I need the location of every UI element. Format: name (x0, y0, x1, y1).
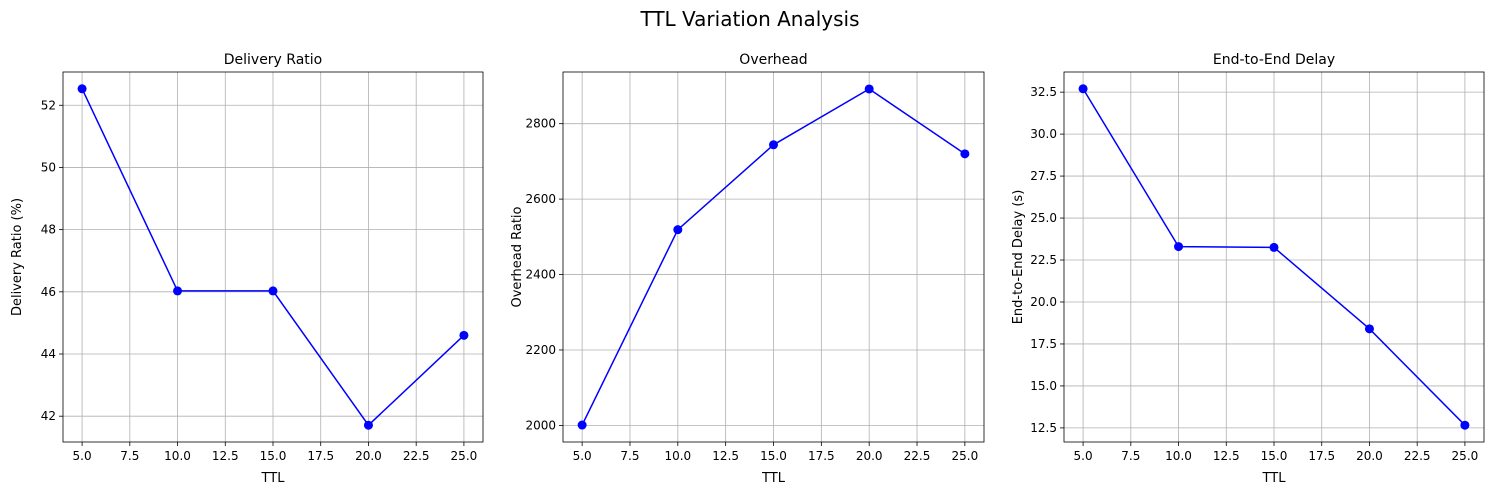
x-tick-label: 7.5 (620, 449, 639, 463)
data-point (577, 420, 587, 430)
x-axis-label: TTL (261, 471, 286, 486)
y-tick-label: 17.5 (1030, 337, 1057, 351)
data-point (1174, 242, 1184, 252)
y-tick-label: 25.0 (1030, 211, 1057, 225)
y-tick-label: 52 (41, 98, 56, 112)
figure-title: TTL Variation Analysis (639, 7, 859, 31)
chart-overhead: 5.0 7.5 10.0 12.5 15.0 17.5 20.0 22.5 25.0 2000 22… (510, 52, 985, 486)
y-tick-label: 44 (41, 347, 56, 361)
y-tick-label: 22.5 (1030, 253, 1057, 267)
y-tick-label: 12.5 (1030, 421, 1057, 435)
x-tick-label: 12.5 (712, 449, 739, 463)
y-tick-label: 2600 (525, 192, 556, 206)
x-axis-label: TTL (761, 471, 786, 486)
x-tick-label: 22.5 (904, 449, 931, 463)
data-point (459, 330, 469, 340)
data-point (673, 225, 683, 235)
y-axis-label: Overhead Ratio (510, 206, 525, 307)
x-tick-label: 15.0 (760, 449, 787, 463)
x-tick-label: 17.5 (1308, 449, 1335, 463)
x-tick-label: 25.0 (1452, 449, 1479, 463)
x-tick-label: 25.0 (451, 449, 478, 463)
x-tick-label: 5.0 (573, 449, 592, 463)
x-tick-label: 15.0 (260, 449, 287, 463)
data-point (1269, 242, 1279, 252)
chart-title: End-to-End Delay (1213, 52, 1335, 68)
y-tick-label: 27.5 (1030, 169, 1057, 183)
x-tick-label: 17.5 (307, 449, 334, 463)
y-tick-label: 48 (41, 223, 56, 237)
y-axis-label: End-to-End Delay (s) (1011, 190, 1026, 325)
x-tick-label: 10.0 (664, 449, 691, 463)
chart-title: Delivery Ratio (224, 52, 323, 68)
y-axis-label: Delivery Ratio (%) (10, 198, 25, 316)
x-axis-label: TTL (1262, 471, 1287, 486)
x-tick-label: 12.5 (1213, 449, 1240, 463)
x-tick-label: 20.0 (355, 449, 382, 463)
x-tick-label: 5.0 (1074, 449, 1093, 463)
x-tick-label: 12.5 (212, 449, 239, 463)
y-tick-label: 32.5 (1030, 85, 1057, 99)
chart-title: Overhead (739, 52, 807, 68)
y-tick-label: 2400 (525, 268, 556, 282)
x-tick-label: 7.5 (120, 449, 139, 463)
plot-frame (562, 71, 985, 443)
data-point (268, 286, 278, 296)
data-point (363, 420, 373, 430)
data-point (77, 84, 87, 94)
x-tick-label: 5.0 (73, 449, 92, 463)
chart-delivery-ratio: 5.0 7.5 10.0 12.5 15.0 17.5 20.0 22.5 25.0 42 44 46… (10, 52, 484, 486)
x-tick-label: 15.0 (1261, 449, 1288, 463)
y-tick-label: 20.0 (1030, 295, 1057, 309)
x-tick-label: 22.5 (1404, 449, 1431, 463)
data-point (173, 286, 183, 296)
data-point (864, 84, 874, 94)
y-tick-label: 30.0 (1030, 127, 1057, 141)
x-tick-label: 25.0 (952, 449, 979, 463)
data-point (1078, 84, 1088, 94)
y-tick-label: 2000 (525, 418, 556, 432)
x-tick-label: 22.5 (403, 449, 430, 463)
x-tick-label: 7.5 (1121, 449, 1140, 463)
y-tick-label: 46 (41, 285, 56, 299)
y-tick-label: 42 (41, 409, 56, 423)
data-point (769, 140, 778, 150)
y-tick-label: 2800 (525, 117, 556, 131)
data-point (1364, 324, 1374, 334)
data-point (960, 149, 970, 159)
x-tick-label: 17.5 (808, 449, 835, 463)
x-tick-label: 20.0 (856, 449, 883, 463)
x-tick-label: 10.0 (1165, 449, 1192, 463)
plot-frame (1063, 71, 1485, 443)
plot-frame (62, 71, 484, 443)
y-tick-label: 2200 (525, 343, 556, 357)
y-tick-label: 50 (41, 160, 56, 174)
x-tick-label: 20.0 (1356, 449, 1383, 463)
x-tick-label: 10.0 (164, 449, 191, 463)
chart-end-to-end-delay: 5.0 7.5 10.0 12.5 15.0 17.5 20.0 22.5 25.0 12.5 15… (1011, 52, 1485, 486)
y-tick-label: 15.0 (1030, 379, 1057, 393)
data-point (1460, 420, 1470, 430)
